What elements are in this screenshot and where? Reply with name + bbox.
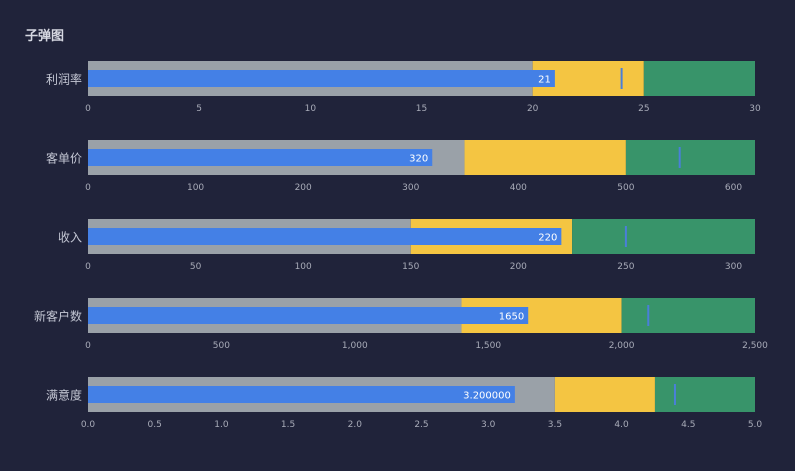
target-marker <box>647 305 650 326</box>
axis-tick-label: 400 <box>510 183 527 193</box>
axis-tick-label: 2.5 <box>414 420 428 430</box>
axis-tick-label: 2,500 <box>742 341 768 351</box>
axis-tick-label: 0 <box>85 262 91 272</box>
axis-tick-label: 100 <box>187 183 204 193</box>
range-band-3 <box>621 298 755 333</box>
axis-tick-label: 2,000 <box>609 341 635 351</box>
target-marker <box>678 147 681 168</box>
target-marker <box>673 384 676 405</box>
axis-tick-label: 0 <box>85 341 91 351</box>
axis-tick-label: 600 <box>725 183 742 193</box>
axis-tick-label: 20 <box>527 104 539 114</box>
measure-bar <box>88 386 515 403</box>
axis-tick-label: 1,500 <box>475 341 501 351</box>
axis-tick-label: 1.0 <box>214 420 229 430</box>
axis-tick-label: 15 <box>416 104 427 114</box>
axis-tick-label: 0 <box>85 183 91 193</box>
row-label: 新客户数 <box>34 309 82 324</box>
chart-title: 子弹图 <box>25 29 65 44</box>
range-band-3 <box>654 377 755 412</box>
axis-tick-label: 0.0 <box>81 420 96 430</box>
measure-bar <box>88 228 562 245</box>
target-marker <box>620 68 623 89</box>
row-label: 满意度 <box>46 388 82 403</box>
axis-tick-label: 0 <box>85 104 91 114</box>
axis-tick-label: 150 <box>402 262 419 272</box>
row-label: 收入 <box>58 231 82 245</box>
range-band-3 <box>625 140 755 175</box>
axis-tick-label: 300 <box>402 183 419 193</box>
axis-tick-label: 4.5 <box>681 420 695 430</box>
target-marker <box>624 226 627 247</box>
range-band-3 <box>572 219 755 254</box>
row-label: 客单价 <box>46 151 82 166</box>
axis-tick-label: 1,000 <box>342 341 368 351</box>
axis-tick-label: 200 <box>295 183 312 193</box>
measure-label: 1650 <box>499 312 524 323</box>
axis-tick-label: 1.5 <box>281 420 295 430</box>
axis-tick-label: 5.0 <box>748 420 763 430</box>
axis-tick-label: 50 <box>190 262 202 272</box>
measure-bar <box>88 149 433 166</box>
axis-tick-label: 250 <box>617 262 634 272</box>
axis-tick-label: 5 <box>196 104 202 114</box>
measure-label: 3.200000 <box>463 391 511 402</box>
axis-tick-label: 10 <box>305 104 317 114</box>
measure-bar <box>88 307 529 324</box>
measure-label: 320 <box>409 154 428 165</box>
row-label: 利润率 <box>46 72 82 87</box>
measure-bar <box>88 70 555 87</box>
axis-tick-label: 200 <box>510 262 527 272</box>
range-band-2 <box>554 377 655 412</box>
axis-tick-label: 4.0 <box>614 420 629 430</box>
axis-tick-label: 500 <box>617 183 634 193</box>
axis-tick-label: 100 <box>295 262 312 272</box>
axis-tick-label: 30 <box>749 104 761 114</box>
axis-tick-label: 25 <box>638 104 649 114</box>
axis-tick-label: 300 <box>725 262 742 272</box>
measure-label: 21 <box>538 75 551 86</box>
axis-tick-label: 0.5 <box>148 420 162 430</box>
axis-tick-label: 3.0 <box>481 420 496 430</box>
axis-tick-label: 2.0 <box>348 420 363 430</box>
measure-label: 220 <box>538 233 557 244</box>
range-band-2 <box>464 140 626 175</box>
axis-tick-label: 3.5 <box>548 420 562 430</box>
axis-tick-label: 500 <box>213 341 230 351</box>
range-band-3 <box>643 61 755 96</box>
